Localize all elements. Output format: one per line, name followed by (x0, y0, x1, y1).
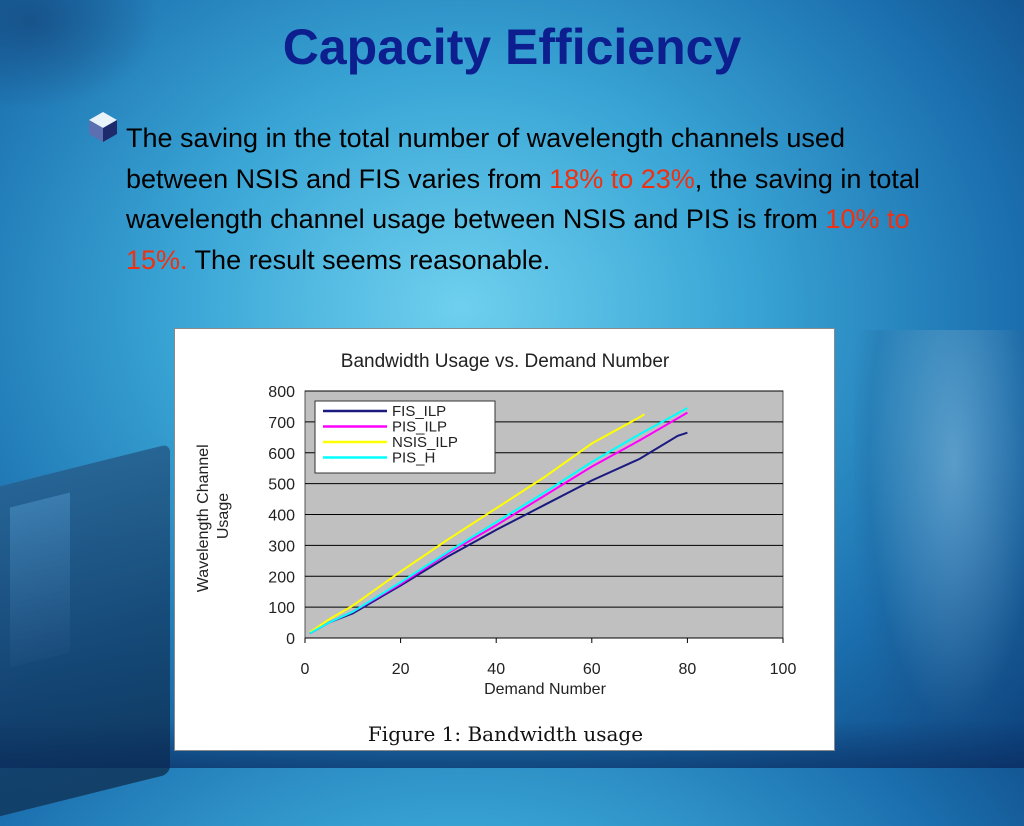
highlight-percent-nsis-fis: 18% to 23% (549, 163, 695, 194)
x-tick-label: 60 (583, 661, 601, 678)
chart-title: Bandwidth Usage vs. Demand Number (341, 351, 670, 372)
y-axis-label-line1: Wavelength Channel (195, 444, 212, 592)
bullet-text-part: , the saving in total wavelength channel… (126, 163, 920, 235)
y-axis-label: Wavelength Channel Usage (195, 440, 232, 592)
slide-title: Capacity Efficiency (282, 19, 742, 75)
legend-entry-label: PIS_ILP (392, 419, 447, 436)
y-tick-label: 500 (268, 477, 295, 494)
y-tick-label: 300 (268, 538, 295, 555)
x-tick-label: 80 (679, 661, 697, 678)
legend-box (314, 400, 496, 474)
cube-bullet-icon (89, 112, 117, 142)
x-tick-label: 40 (487, 661, 505, 678)
legend-entry-label: PIS_H (392, 450, 435, 467)
legend-entry-label: NSIS_ILP (392, 434, 458, 451)
y-tick-label: 800 (268, 384, 295, 401)
y-tick-label: 600 (268, 446, 295, 463)
bullet-text: The saving in the total number of wavele… (126, 118, 926, 280)
x-axis-label: Demand Number (484, 681, 607, 698)
x-tick-label: 20 (392, 661, 410, 678)
line-chart: Bandwidth Usage vs. Demand Number Wavele… (195, 351, 797, 698)
figure-caption: Figure 1: Bandwidth usage (367, 722, 644, 746)
laptop-decoration (0, 443, 170, 826)
chart-figure: Bandwidth Usage vs. Demand Number Wavele… (174, 328, 835, 751)
x-tick-label: 100 (770, 661, 797, 678)
y-tick-label: 0 (286, 631, 295, 648)
bullet-text-part: The saving in the total number of wavele… (126, 123, 845, 194)
person-decoration (854, 330, 1024, 770)
y-tick-label: 200 (268, 569, 295, 586)
laptop-screen-decoration (10, 492, 70, 668)
x-tick-label: 0 (301, 661, 310, 678)
y-tick-label: 400 (268, 508, 295, 525)
y-axis-label-line2: Usage (215, 493, 232, 539)
bullet-text-part: The result seems reasonable. (187, 244, 551, 275)
y-tick-label: 700 (268, 415, 295, 432)
legend-entry-label: FIS_ILP (392, 403, 446, 420)
y-tick-label: 100 (268, 600, 295, 617)
series-line-pis-h (309, 407, 688, 635)
highlight-percent-nsis-pis: 10% to 15%. (126, 204, 910, 275)
series-line-nsis-ilp (309, 413, 645, 634)
